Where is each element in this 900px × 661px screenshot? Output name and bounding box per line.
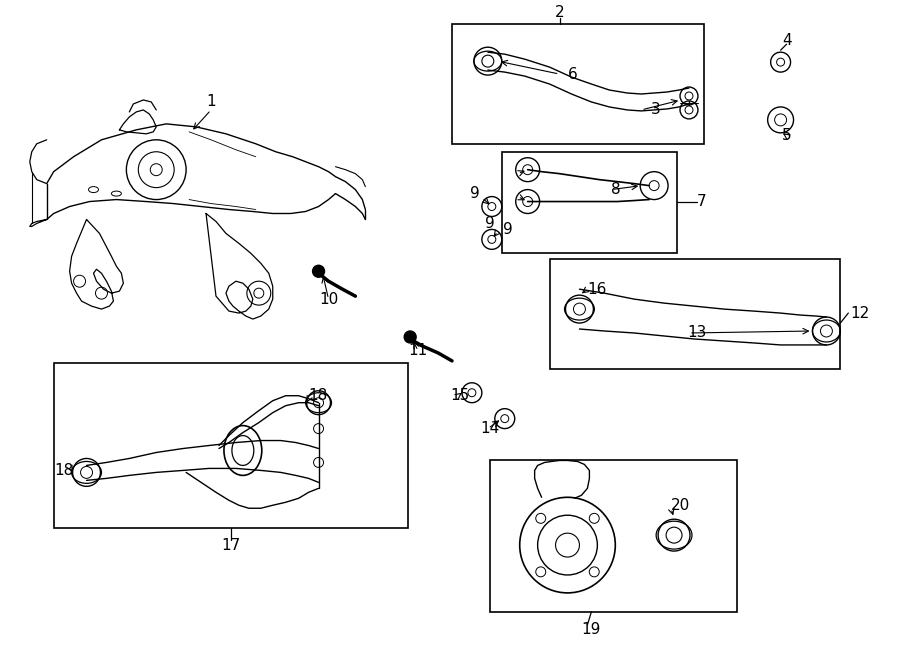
Text: 8: 8 — [611, 182, 621, 197]
Text: 14: 14 — [480, 421, 500, 436]
Text: 6: 6 — [568, 67, 577, 81]
Text: 9: 9 — [470, 186, 480, 201]
Text: 2: 2 — [554, 5, 564, 20]
Text: 3: 3 — [652, 102, 661, 118]
Text: 15: 15 — [450, 388, 469, 403]
Circle shape — [404, 331, 416, 343]
Text: 20: 20 — [671, 498, 690, 513]
Text: 10: 10 — [319, 292, 338, 307]
Bar — [490, 461, 737, 612]
Text: 1: 1 — [206, 95, 216, 110]
Circle shape — [312, 265, 325, 277]
Text: 9: 9 — [503, 222, 513, 237]
Text: 4: 4 — [782, 33, 791, 48]
Text: 11: 11 — [409, 344, 428, 358]
Text: 18: 18 — [54, 463, 73, 478]
Text: 19: 19 — [581, 622, 601, 637]
Text: 17: 17 — [221, 537, 240, 553]
Bar — [550, 259, 841, 369]
Bar — [452, 24, 704, 144]
Text: 7: 7 — [697, 194, 706, 209]
Text: 5: 5 — [782, 128, 791, 143]
Text: 16: 16 — [588, 282, 607, 297]
Text: 9: 9 — [485, 216, 495, 231]
Text: 13: 13 — [687, 325, 707, 340]
Text: 18: 18 — [309, 388, 328, 403]
Bar — [54, 363, 409, 528]
Bar — [502, 152, 677, 253]
Text: 12: 12 — [850, 305, 869, 321]
